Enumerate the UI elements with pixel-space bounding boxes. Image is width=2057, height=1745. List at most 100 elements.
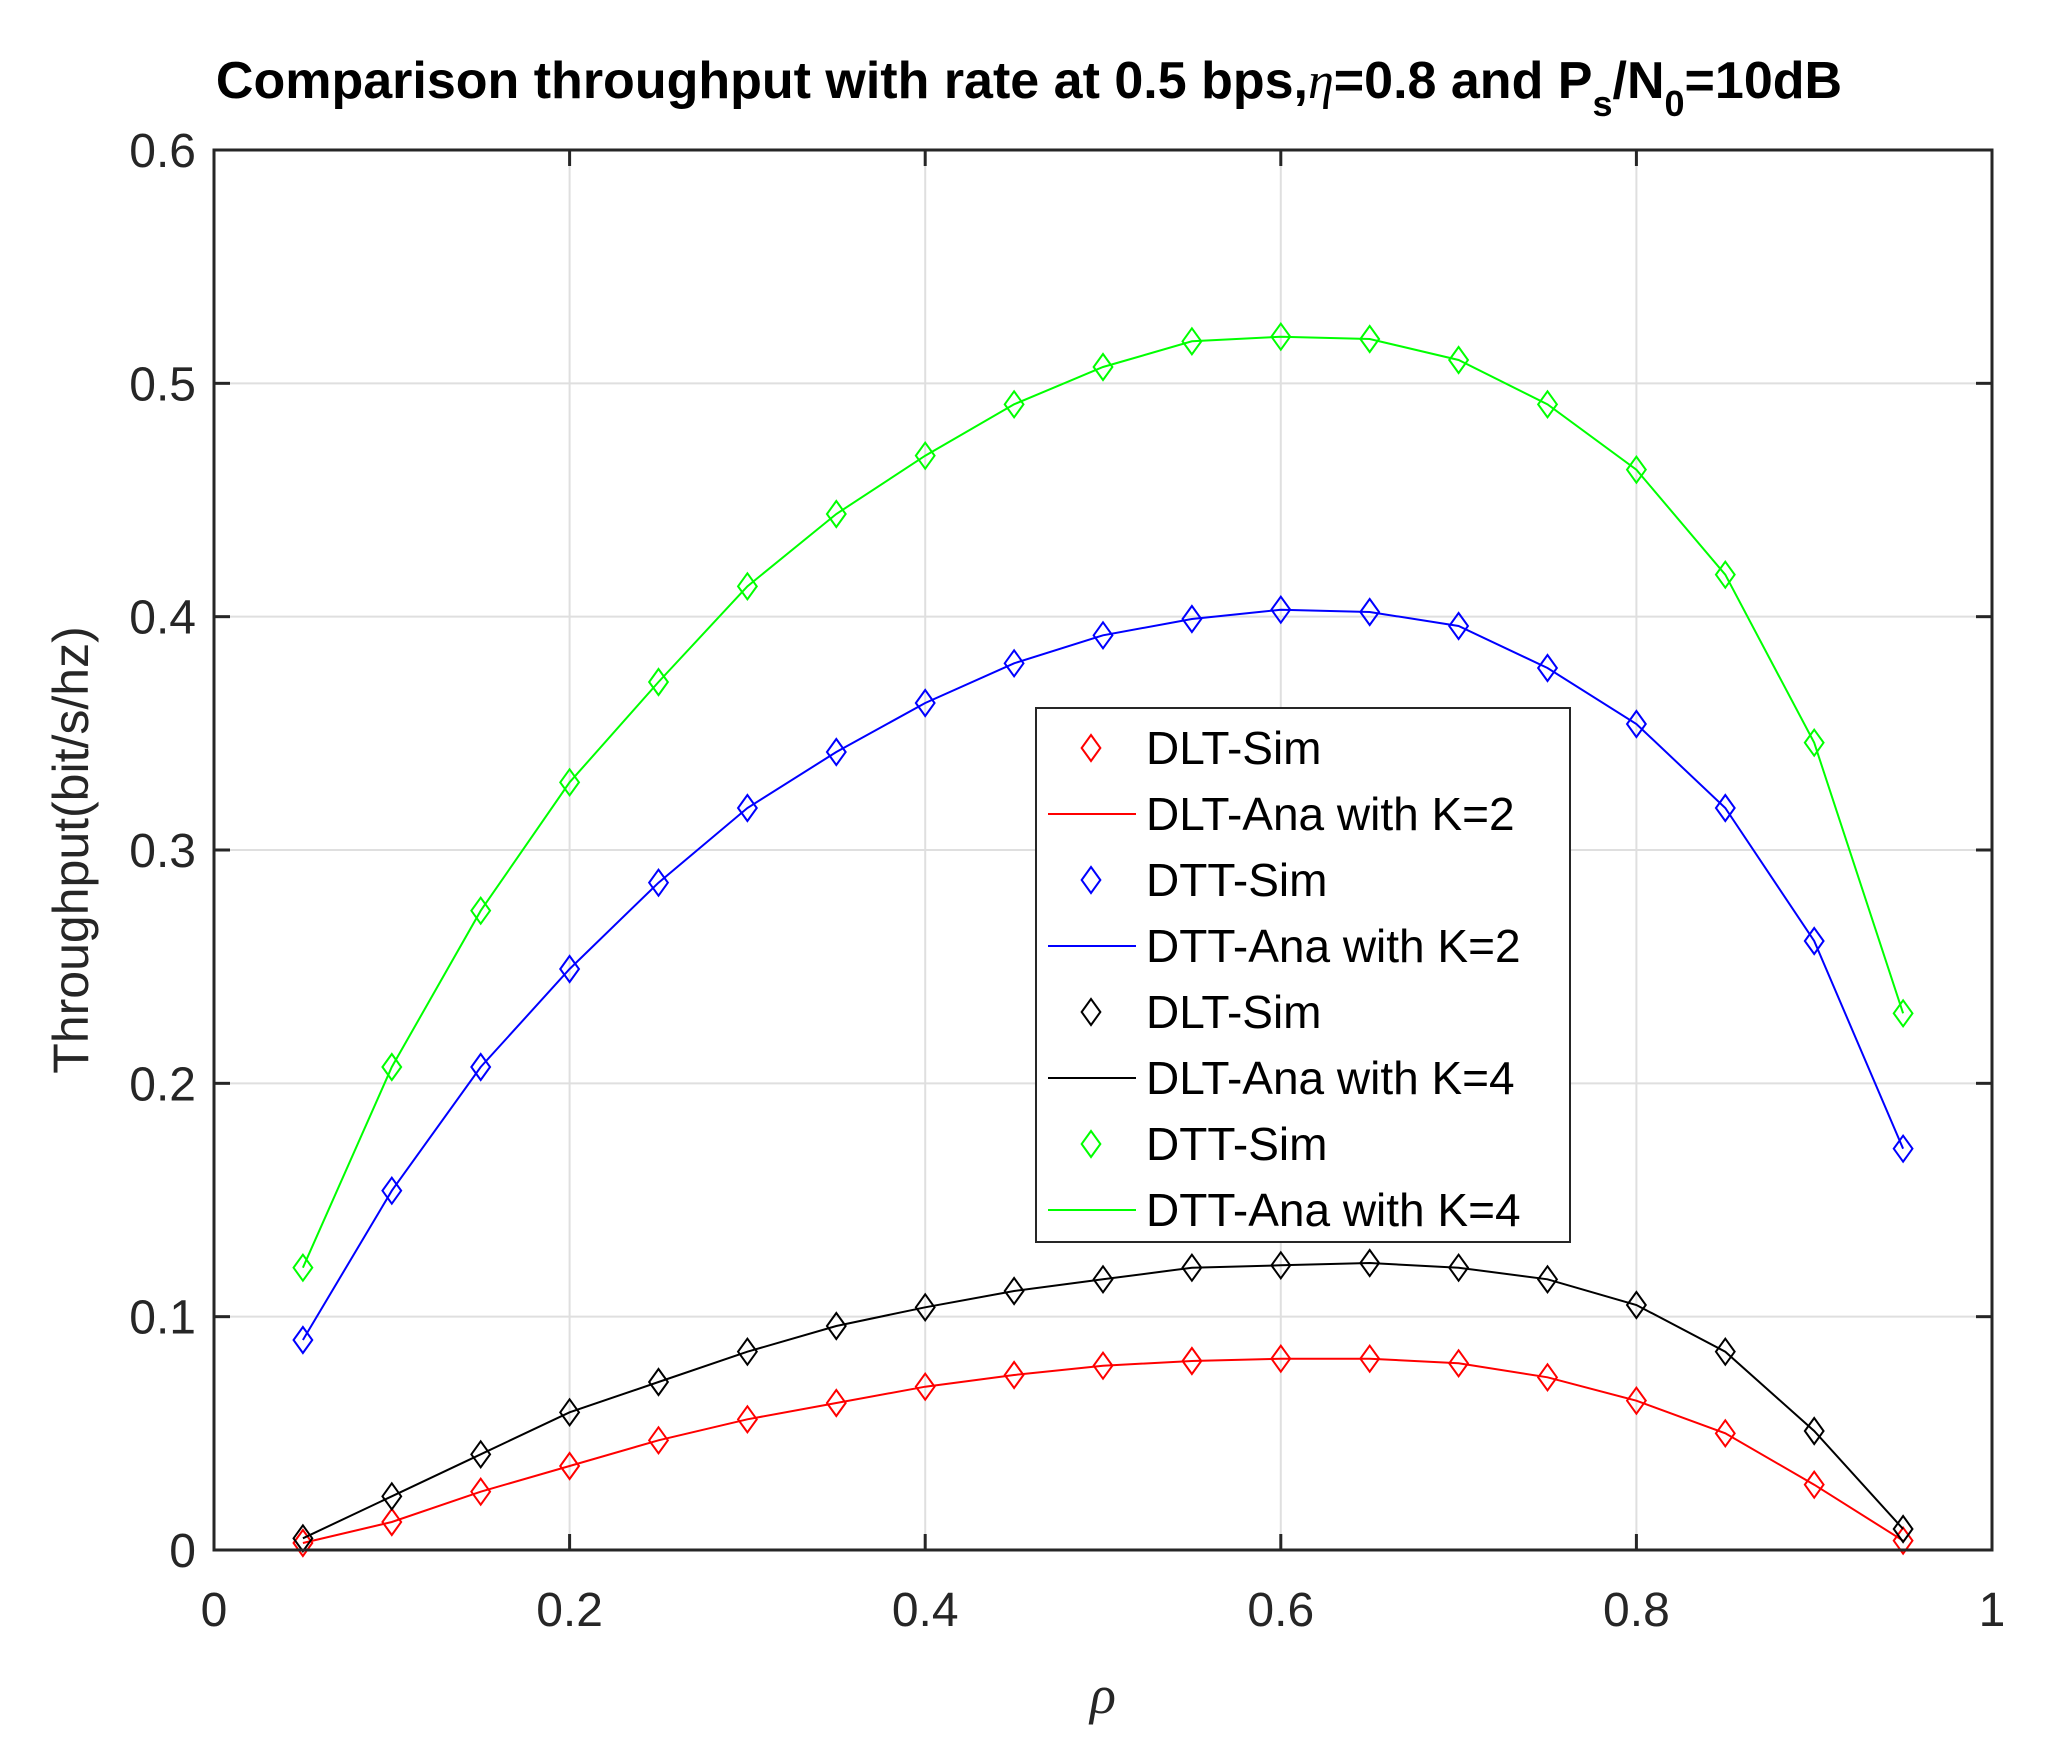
data-point-dtt-k4 <box>1803 727 1825 758</box>
data-point-dlt-k2 <box>647 1425 670 1456</box>
data-point-dtt-k4 <box>1536 389 1559 420</box>
x-tick-label: 0 <box>201 1584 228 1637</box>
y-axis-label: Throughput(bit/s/hz) <box>43 626 99 1073</box>
data-point-dlt-k2 <box>1359 1343 1381 1374</box>
x-tick-labels: 0 0.2 0.4 0.6 0.8 1 <box>201 1584 2006 1637</box>
data-point-dtt-k2 <box>1625 709 1647 739</box>
data-point-dtt-k4 <box>1181 326 1203 357</box>
chart-title: Comparison throughput with rate at 0.5 b… <box>216 52 1842 124</box>
data-point-dtt-k4 <box>1092 352 1114 382</box>
x-tick-label: 0.4 <box>892 1584 959 1637</box>
data-point-dtt-k2 <box>1181 604 1203 634</box>
grid <box>214 150 1992 1550</box>
data-point-dtt-k4 <box>1892 998 1914 1029</box>
data-point-dlt-k4 <box>1359 1248 1381 1278</box>
data-point-dtt-k4 <box>1448 345 1470 375</box>
y-tick-label: 0.6 <box>129 125 196 178</box>
title-n0-subscript: 0 <box>1665 83 1685 124</box>
data-point-dlt-k4 <box>647 1367 670 1397</box>
data-point-dtt-k2 <box>1714 793 1736 823</box>
data-point-dlt-k2 <box>1892 1525 1914 1556</box>
data-point-dlt-k4 <box>1892 1514 1914 1544</box>
data-point-dtt-k4 <box>1003 389 1025 420</box>
x-tick-label: 1 <box>1979 1584 2006 1637</box>
series-line-dtt-k4 <box>301 335 1905 1269</box>
data-point-dtt-k4 <box>381 1052 403 1082</box>
series-dlt-k2 <box>292 1343 1914 1558</box>
title-eta-value: =0.8 and P <box>1334 52 1593 110</box>
data-point-dtt-k4 <box>1270 321 1292 352</box>
legend-label-ana-dtt-k4: DTT-Ana with K=4 <box>1146 1184 1521 1236</box>
legend-label-sim-dlt-k2: DLT-Sim <box>1146 722 1322 774</box>
data-point-dtt-k2 <box>1448 611 1470 641</box>
data-point-dlt-k2 <box>1803 1469 1825 1500</box>
data-point-dtt-k4 <box>1625 454 1647 485</box>
data-point-dlt-k2 <box>914 1371 936 1402</box>
data-point-dtt-k2 <box>825 737 847 767</box>
data-point-dlt-k4 <box>1625 1290 1647 1320</box>
data-point-dlt-k4 <box>914 1292 936 1323</box>
data-point-dtt-k2 <box>1270 594 1292 625</box>
plot-frame <box>212 148 1994 1552</box>
title-slash-n: /N <box>1613 52 1665 110</box>
data-point-dlt-k2 <box>1714 1418 1736 1449</box>
y-tick-label: 0.3 <box>129 825 196 878</box>
data-point-dlt-k2 <box>1270 1343 1292 1374</box>
title-ps-subscript: s <box>1592 83 1612 124</box>
data-point-dlt-k4 <box>470 1439 492 1470</box>
series-line-dtt-k2 <box>302 608 1905 1341</box>
legend-label-ana-dlt-k4: DLT-Ana with K=4 <box>1146 1052 1515 1104</box>
data-point-dtt-k2 <box>736 793 758 823</box>
data-point-dlt-k4 <box>1448 1252 1470 1283</box>
legend-marker-dlt-k4 <box>1080 997 1102 1027</box>
title-prefix: Comparison throughput with rate at 0.5 b… <box>216 52 1308 110</box>
x-tick-label: 0.2 <box>536 1584 603 1637</box>
series-line-dlt-k4 <box>302 1261 1904 1540</box>
legend-marker-dtt-k2 <box>1080 865 1102 895</box>
legend-label-sim-dlt-k4: DLT-Sim <box>1146 986 1322 1038</box>
data-point-dlt-k2 <box>1181 1346 1203 1376</box>
data-point-dlt-k4 <box>381 1481 403 1512</box>
series-dtt-k4 <box>292 321 1914 1283</box>
data-point-dlt-k2 <box>1003 1360 1025 1390</box>
data-point-dlt-k2 <box>292 1528 314 1558</box>
data-point-dlt-k4 <box>559 1397 581 1428</box>
data-point-dlt-k2 <box>1625 1385 1647 1416</box>
data-point-dtt-k4 <box>559 767 581 798</box>
legend-label-sim-dtt-k2: DTT-Sim <box>1146 854 1327 906</box>
data-point-dtt-k4 <box>647 667 670 697</box>
data-point-dtt-k4 <box>470 895 492 926</box>
x-tick-label: 0.8 <box>1603 1584 1670 1637</box>
data-series <box>292 321 1914 1558</box>
data-point-dtt-k2 <box>914 688 936 718</box>
data-point-dlt-k2 <box>1092 1350 1114 1381</box>
data-point-dlt-k4 <box>1181 1252 1203 1283</box>
legend-label-sim-dtt-k4: DTT-Sim <box>1146 1118 1327 1170</box>
data-point-dtt-k2 <box>1092 620 1114 651</box>
data-point-dlt-k2 <box>559 1451 581 1481</box>
data-point-dlt-k2 <box>736 1404 758 1435</box>
y-tick-label: 0.2 <box>129 1058 196 1111</box>
data-point-dtt-k4 <box>1359 324 1381 354</box>
data-point-dlt-k4 <box>825 1311 847 1341</box>
data-point-dlt-k4 <box>1092 1264 1114 1295</box>
data-point-dtt-k2 <box>1359 597 1381 627</box>
legend-label-ana-dtt-k2: DTT-Ana with K=2 <box>1146 920 1521 972</box>
y-tick-label: 0 <box>169 1525 196 1578</box>
x-axis-label: ρ <box>1088 1665 1116 1725</box>
legend-marker-dlt-k2 <box>1080 733 1102 763</box>
y-tick-label: 0.4 <box>129 592 196 645</box>
data-point-dtt-k2 <box>1003 648 1025 679</box>
data-point-dtt-k2 <box>470 1052 492 1082</box>
legend-box <box>1035 707 1571 1243</box>
y-tick-label: 0.1 <box>129 1292 196 1345</box>
x-tick-label: 0.6 <box>1247 1584 1314 1637</box>
data-point-dlt-k2 <box>825 1388 847 1418</box>
data-point-dlt-k4 <box>1270 1250 1292 1281</box>
y-tick-labels: 0 0.1 0.2 0.3 0.4 0.5 0.6 <box>129 125 196 1578</box>
series-dtt-k2 <box>292 594 1914 1355</box>
data-point-dlt-k4 <box>736 1336 758 1367</box>
data-point-dtt-k2 <box>292 1325 314 1355</box>
data-point-dtt-k4 <box>292 1252 314 1283</box>
